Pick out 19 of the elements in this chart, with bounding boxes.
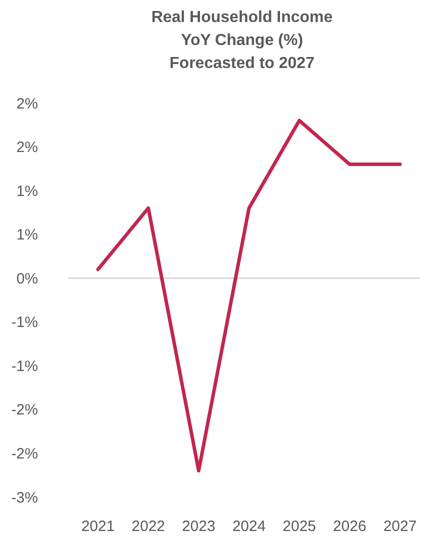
y-tick-label: 2% (16, 139, 38, 156)
x-tick-label: 2026 (332, 518, 366, 535)
x-tick-label: 2022 (132, 518, 166, 535)
y-tick-label: -3% (11, 489, 38, 506)
x-tick-label: 2027 (383, 518, 417, 535)
y-tick-label: 1% (16, 182, 38, 200)
y-tick-label: 2% (16, 95, 38, 112)
line-series (96, 118, 402, 472)
y-tick-label: -1% (11, 314, 38, 332)
y-tick-label: -2% (11, 402, 38, 419)
x-tick-label: 2021 (81, 518, 115, 535)
y-tick-label: 0% (16, 270, 38, 288)
y-tick-label: -1% (11, 358, 38, 375)
x-tick-label: 2023 (182, 518, 216, 535)
chart-title: Real Household Income YoY Change (%) Forecasted to 2027 (151, 9, 333, 72)
y-tick-label: -2% (11, 445, 38, 462)
x-tick-label: 2025 (282, 518, 316, 535)
x-tick-label: 2024 (232, 518, 266, 535)
y-tick-label: 1% (16, 226, 38, 244)
